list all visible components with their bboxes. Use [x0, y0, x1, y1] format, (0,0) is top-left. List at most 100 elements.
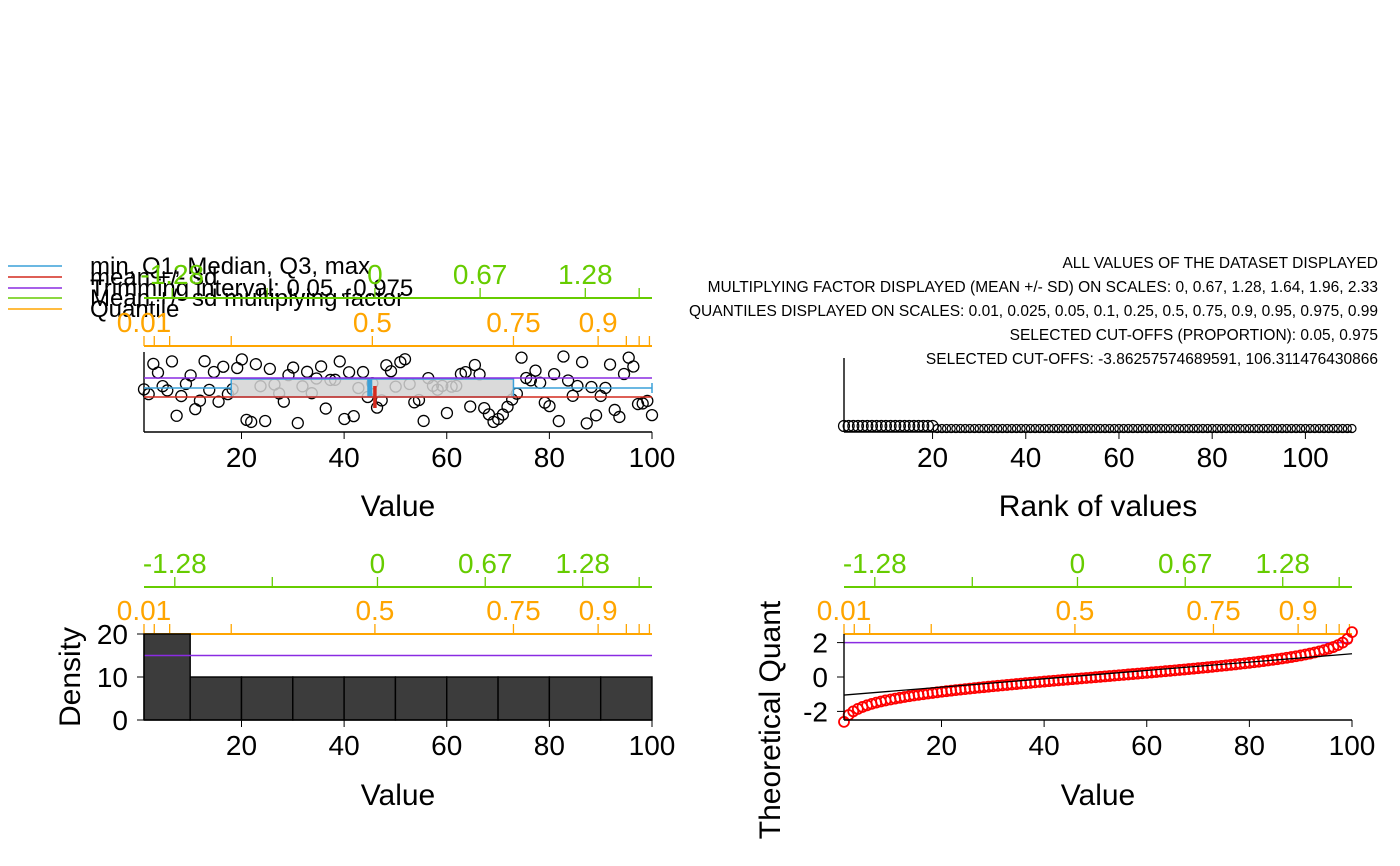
p2-point [1035, 423, 1045, 434]
p2-point [1193, 423, 1203, 434]
p2-point [1156, 423, 1166, 434]
p3-xlabel: Value [361, 779, 436, 812]
p2-point [1160, 423, 1171, 434]
p4-xlabel: Value [1061, 779, 1136, 812]
p2-point [1044, 423, 1054, 434]
p1-point [356, 365, 370, 379]
legend-label-4: Quantile [90, 296, 179, 323]
p2-point [1310, 423, 1320, 434]
p4-xtick-label-20: 20 [926, 730, 957, 761]
p2-point [1165, 423, 1175, 434]
p3-xtick-label-60: 60 [431, 730, 462, 761]
p2-point [907, 419, 921, 433]
p1-point [613, 410, 626, 424]
p3-bar [343, 676, 397, 721]
p2-point [974, 423, 984, 434]
p1-sd-label-4: 1.28 [558, 259, 613, 290]
p3-bar [548, 676, 602, 721]
p1-xtick-label-80: 80 [534, 442, 565, 473]
panel-histogram: 0.01 0.5 0.75 0.9 -1.28 0 0.67 1.28 20 40 60 80 100 0… [54, 548, 675, 812]
p1-point [524, 374, 537, 387]
p2-point [1016, 423, 1026, 434]
p4-quantile-label-5: 0.75 [1186, 595, 1241, 626]
p1-point [384, 365, 398, 378]
p1-quantile-label-5: 0.75 [486, 307, 541, 338]
p4-ylabel: Theoretical Quant [754, 600, 787, 839]
p1-point [645, 408, 659, 422]
p2-point [1109, 423, 1119, 434]
p2-xtick-label-60: 60 [1103, 442, 1134, 473]
p3-xtick-label-40: 40 [329, 730, 360, 761]
p3-quantile-label-4: 0.5 [355, 595, 394, 626]
p2-point [1319, 423, 1329, 434]
p2-point [1077, 423, 1087, 434]
p4-xtick-label-80: 80 [1234, 730, 1265, 761]
p2-point [879, 419, 893, 433]
p3-xtick-label-20: 20 [226, 730, 257, 761]
p1-point [249, 358, 263, 371]
p1-xtick-label-60: 60 [431, 442, 462, 473]
p2-point [1202, 423, 1213, 434]
p3-xtick-label-80: 80 [534, 730, 565, 761]
p1-quantile-label-6: 0.9 [579, 307, 618, 338]
p3-bar [394, 676, 448, 721]
p4-sd-label-4: 1.28 [1255, 548, 1310, 579]
p1-quantile-label-0: 0.01 [117, 307, 172, 338]
p4-sd-label-2: 0 [1070, 548, 1086, 579]
p1-point [319, 402, 332, 415]
p2-point [1282, 423, 1292, 434]
p1-point [617, 367, 631, 381]
p2-point [1002, 423, 1012, 434]
p4-quantile-label-0: 0.01 [817, 595, 872, 626]
p2-point [1133, 423, 1143, 434]
p2-point [979, 423, 989, 434]
p1-point [314, 360, 328, 373]
p1-sd-label-0: -1.28 [140, 259, 204, 290]
p2-point [1277, 423, 1287, 434]
p3-ytick-label-20: 20 [97, 619, 128, 650]
p2-point [903, 419, 916, 433]
p2-point [898, 419, 911, 433]
p2-point [988, 423, 998, 434]
panel-stripchart-boxplot: 0.01 0.5 0.75 0.9 -1.28 0 0.67 1.28 20 40 60 80 100 V… [117, 259, 676, 523]
p1-sd-label-2: 0 [367, 259, 383, 290]
p2-xtick-label-40: 40 [1010, 442, 1041, 473]
p1-point [245, 415, 258, 429]
p1-xtick-label-100: 100 [629, 442, 676, 473]
p2-point [955, 423, 966, 434]
p2-point [1137, 423, 1147, 434]
p1-point [398, 353, 412, 366]
p2-point [1244, 423, 1255, 434]
p2-point [1314, 423, 1324, 434]
p2-xtick-label-80: 80 [1197, 442, 1228, 473]
p2-point [1212, 423, 1222, 434]
p2-point [1095, 423, 1105, 434]
p2-point [932, 423, 942, 434]
p2-point [997, 423, 1008, 434]
p3-ytick-label-10: 10 [97, 662, 128, 693]
p1-point [440, 406, 454, 420]
p2-point [1338, 423, 1348, 434]
p3-bar [189, 676, 243, 721]
p3-bar [599, 676, 653, 721]
info-line-3: SELECTED CUT-OFFS (PROPORTION): 0.05, 0.… [1010, 327, 1378, 344]
p4-sd-label-0: -1.28 [843, 548, 907, 579]
p2-point [1174, 423, 1185, 434]
p1-xlabel: Value [361, 490, 436, 523]
p2-point [1128, 423, 1138, 434]
p2-point [1100, 423, 1110, 434]
p1-point [212, 395, 225, 408]
p2-point [1011, 423, 1022, 434]
p2-point [1039, 423, 1050, 434]
p1-point [566, 389, 579, 402]
p1-point [291, 416, 304, 430]
p1-point [170, 409, 183, 422]
p2-point [1300, 423, 1310, 434]
p2-point [1030, 423, 1040, 434]
p2-point [847, 419, 860, 433]
p2-point [1184, 423, 1194, 434]
p1-point [627, 360, 640, 373]
p1-point [552, 414, 565, 428]
p1-point [156, 379, 169, 393]
